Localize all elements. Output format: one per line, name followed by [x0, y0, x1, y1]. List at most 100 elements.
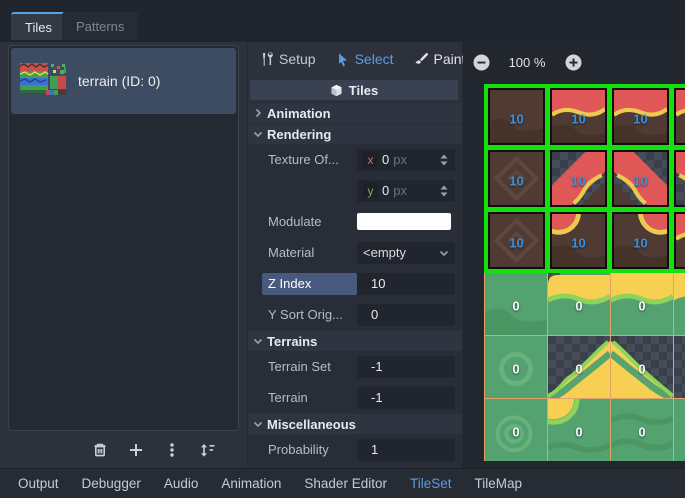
section-terrains-label: Terrains	[267, 333, 318, 349]
cube-icon	[330, 84, 343, 97]
zoom-level[interactable]: 100 %	[508, 54, 546, 70]
bottom-tab-tileset[interactable]: TileSet	[409, 476, 452, 491]
bottom-tab-output[interactable]: Output	[18, 476, 59, 491]
y-sort-value: 0	[371, 307, 379, 322]
atlas-tile[interactable]: 10	[612, 150, 669, 207]
tile-label: 0	[575, 424, 583, 440]
section-animation-label: Animation	[267, 105, 331, 121]
atlas-tile[interactable]: 10	[488, 88, 545, 145]
terrain-set-value: -1	[371, 359, 383, 374]
add-source-button[interactable]	[124, 438, 148, 462]
atlas-tile[interactable]	[674, 399, 685, 461]
texture-offset-label: Texture Of...	[268, 152, 339, 167]
paint-mode-label: Paint	[433, 51, 466, 67]
atlas-tile[interactable]: 0	[548, 273, 610, 335]
terrain-set-label: Terrain Set	[268, 359, 331, 374]
section-miscellaneous-label: Miscellaneous	[267, 416, 356, 432]
material-dropdown[interactable]: <empty	[357, 241, 455, 264]
select-mode-button[interactable]: Select	[330, 48, 400, 70]
paint-mode-button[interactable]: Paint	[408, 48, 472, 70]
bottom-tab-tilemap[interactable]: TileMap	[474, 476, 522, 491]
tab-tiles[interactable]: Tiles	[11, 12, 66, 40]
y-sort-label: Y Sort Orig...	[268, 307, 343, 322]
atlas-selected-tiles: 10 10 10 10	[484, 84, 685, 273]
tile-label: 0	[512, 298, 520, 314]
atlas-tile[interactable]: 0	[548, 399, 610, 461]
tile-label: 10	[633, 235, 648, 251]
texture-offset-y-value: 0	[382, 183, 390, 198]
section-rendering-label: Rendering	[267, 126, 332, 142]
bottom-tab-shader-editor[interactable]: Shader Editor	[304, 476, 387, 491]
atlas-tile[interactable]: 10	[550, 150, 607, 207]
tile-sources-panel: terrain (ID: 0)	[0, 42, 247, 468]
source-menu-button[interactable]	[160, 438, 184, 462]
atlas-tile[interactable]: 10	[488, 150, 545, 207]
tile-label: 10	[509, 173, 524, 189]
atlas-thumbnail	[20, 62, 66, 100]
atlas-tile[interactable]	[674, 336, 685, 398]
spinner-icon[interactable]	[439, 154, 449, 166]
y-sort-field[interactable]: 0	[357, 303, 455, 326]
setup-tools-icon	[259, 51, 274, 67]
atlas-tile[interactable]: 10	[612, 88, 669, 145]
atlas-tile[interactable]: 0	[485, 273, 547, 335]
tile-label: 0	[638, 298, 646, 314]
sort-sources-button[interactable]	[196, 438, 220, 462]
tile-inspector-panel: Setup Select Paint	[248, 42, 465, 468]
chevron-down-icon	[253, 129, 263, 139]
chevron-down-icon	[253, 419, 263, 429]
atlas-tile[interactable]	[674, 150, 685, 207]
atlas-tile[interactable]	[674, 273, 685, 335]
tile-sources-list[interactable]: terrain (ID: 0)	[8, 45, 239, 431]
spinner-icon[interactable]	[439, 185, 449, 197]
atlas-tile[interactable]: 10	[488, 212, 545, 269]
z-index-value: 10	[371, 276, 386, 291]
atlas-tile[interactable]: 10	[550, 88, 607, 145]
tile-atlas[interactable]: 10 10 10 10	[484, 84, 685, 465]
atlas-tile[interactable]: 0	[548, 336, 610, 398]
texture-offset-x-value: 0	[382, 152, 390, 167]
zoom-out-button[interactable]	[472, 53, 490, 71]
atlas-tile[interactable]: 0	[611, 273, 673, 335]
tile-label: 0	[575, 361, 583, 377]
section-rendering[interactable]: Rendering	[248, 124, 462, 144]
delete-source-button[interactable]	[88, 438, 112, 462]
z-index-label-selected[interactable]: Z Index	[262, 272, 357, 295]
atlas-tile[interactable]: 0	[611, 399, 673, 461]
material-value: <empty	[363, 245, 406, 260]
texture-offset-y-field[interactable]: y 0 px	[357, 179, 455, 202]
probability-value: 1	[371, 442, 379, 457]
tile-label: 10	[509, 235, 524, 251]
probability-label: Probability	[268, 442, 329, 457]
atlas-tile[interactable]	[674, 212, 685, 269]
section-miscellaneous[interactable]: Miscellaneous	[248, 414, 462, 434]
material-label: Material	[268, 245, 315, 260]
terrain-set-field[interactable]: -1	[357, 355, 455, 378]
atlas-tile[interactable]	[674, 88, 685, 145]
atlas-tile[interactable]: 10	[612, 212, 669, 269]
terrain-field[interactable]: -1	[357, 386, 455, 409]
tile-label: 0	[638, 424, 646, 440]
atlas-tile[interactable]: 0	[485, 336, 547, 398]
z-index-field[interactable]: 10	[357, 272, 455, 295]
zoom-in-button[interactable]	[564, 53, 582, 71]
texture-offset-x-field[interactable]: x 0 px	[357, 148, 455, 171]
sort-icon	[199, 442, 216, 458]
bottom-tab-animation[interactable]: Animation	[221, 476, 282, 491]
bottom-tab-audio[interactable]: Audio	[163, 476, 199, 491]
bottom-tab-debugger[interactable]: Debugger	[81, 476, 141, 491]
list-item-terrain[interactable]: terrain (ID: 0)	[11, 48, 236, 114]
color-swatch[interactable]	[357, 213, 451, 230]
tab-patterns[interactable]: Patterns	[62, 12, 139, 40]
paint-brush-icon	[414, 52, 429, 67]
setup-mode-button[interactable]: Setup	[253, 48, 322, 70]
atlas-tile[interactable]: 0	[611, 336, 673, 398]
chevron-down-icon	[253, 336, 263, 346]
atlas-tile[interactable]: 10	[550, 212, 607, 269]
probability-field[interactable]: 1	[357, 438, 455, 461]
tile-label: 0	[638, 361, 646, 377]
section-animation[interactable]: Animation	[248, 103, 462, 123]
section-terrains[interactable]: Terrains	[248, 331, 462, 351]
z-index-label: Z Index	[268, 276, 312, 291]
atlas-tile[interactable]: 0	[485, 399, 547, 461]
